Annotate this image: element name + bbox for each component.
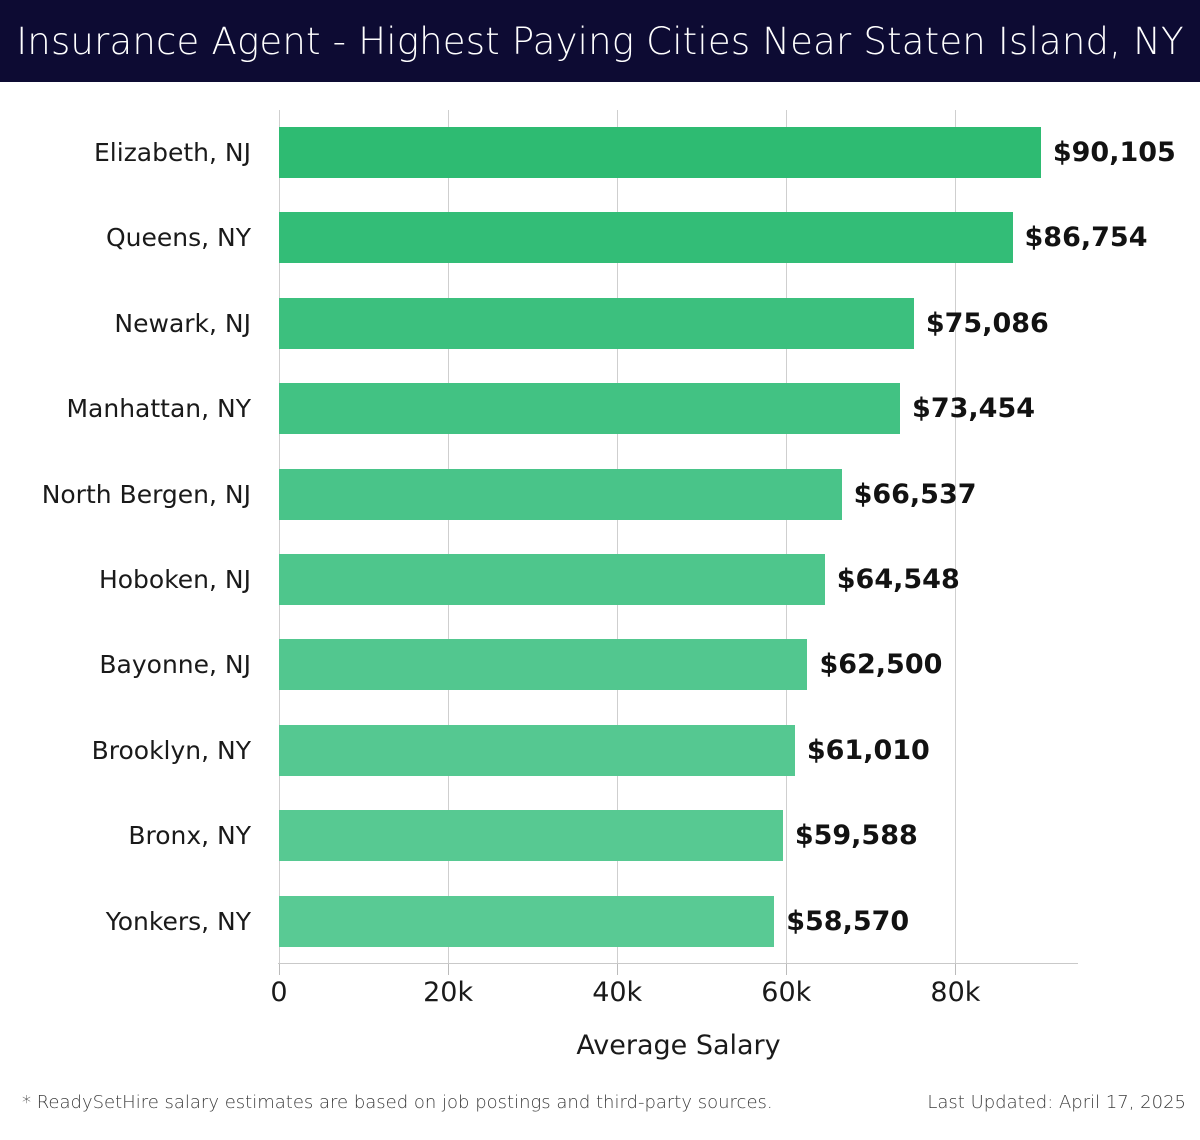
bar[interactable] <box>279 297 914 349</box>
bar-row[interactable]: $90,105 <box>279 110 1176 195</box>
x-axis-line <box>278 963 1078 964</box>
gridline-40k <box>617 110 619 964</box>
bar[interactable] <box>279 810 783 862</box>
bar-value-label: $62,500 <box>819 649 943 681</box>
x-tick-mark <box>279 964 280 975</box>
gridline-20k <box>448 110 450 964</box>
footer-disclaimer: * ReadySetHire salary estimates are base… <box>22 1092 773 1113</box>
bar-row[interactable]: $59,588 <box>279 793 1078 878</box>
bar-row[interactable]: $86,754 <box>279 195 1147 280</box>
gridline-80k <box>955 110 957 964</box>
y-axis-label: Brooklyn, NY <box>91 735 251 765</box>
y-axis-label: Elizabeth, NJ <box>94 138 251 167</box>
x-tick-mark <box>448 964 450 975</box>
bar[interactable] <box>279 383 901 435</box>
bar[interactable] <box>279 895 775 947</box>
x-axis-title: Average Salary <box>576 1030 781 1061</box>
y-axis-label: Bronx, NY <box>128 821 251 851</box>
x-tick-label: 80k <box>930 977 981 1008</box>
bar-value-label: $73,454 <box>912 393 1036 425</box>
bar[interactable] <box>279 127 1041 178</box>
x-axis-ticks: 0 20k 40k 60k 80k <box>0 964 1200 1014</box>
y-axis-label: Yonkers, NY <box>105 906 251 936</box>
x-tick-label: 60k <box>761 977 812 1008</box>
bar-value-label: $90,105 <box>1052 137 1176 168</box>
bar-row[interactable]: $62,500 <box>279 622 1078 707</box>
bar-value-label: $64,548 <box>836 564 960 595</box>
chart-header-bar: Insurance Agent - Highest Paying Cities … <box>0 0 1200 82</box>
bar-value-label: $75,086 <box>925 307 1049 339</box>
bar[interactable] <box>279 468 842 520</box>
bar-row[interactable]: $58,570 <box>279 879 1078 964</box>
x-tick-label: 40k <box>592 977 643 1008</box>
x-tick-label: 0 <box>270 977 288 1008</box>
bar-value-label: $66,537 <box>853 478 977 510</box>
footer: * ReadySetHire salary estimates are base… <box>0 1092 1200 1140</box>
y-axis-label: Bayonne, NJ <box>99 650 251 680</box>
bar-value-label: $61,010 <box>806 734 930 766</box>
x-tick-mark <box>955 964 957 975</box>
bar-value-label: $59,588 <box>794 820 918 852</box>
x-tick-label: 20k <box>423 977 474 1008</box>
footer-last-updated: Last Updated: April 17, 2025 <box>927 1092 1186 1113</box>
x-tick-mark <box>786 964 788 975</box>
bar[interactable] <box>279 639 808 691</box>
chart-container: Elizabeth, NJ Queens, NY Newark, NJ Manhatt… <box>0 82 1200 1140</box>
page-title: Insurance Agent - Highest Paying Cities … <box>16 19 1184 63</box>
bar-row[interactable]: $73,454 <box>279 366 1078 451</box>
bar-row[interactable]: $75,086 <box>279 281 1078 366</box>
y-axis-label: Queens, NY <box>105 223 251 253</box>
gridline-0 <box>279 110 280 964</box>
bar[interactable] <box>279 554 825 605</box>
bar-row[interactable]: $66,537 <box>279 452 1078 537</box>
plot-area: $90,105 $86,754 $75,086 $73,454 $66,537 $64,5… <box>278 110 1176 964</box>
y-axis-label: Manhattan, NY <box>66 394 251 424</box>
y-axis-label: Newark, NJ <box>114 308 251 338</box>
bar[interactable] <box>279 724 795 776</box>
bar-row[interactable]: $61,010 <box>279 708 1078 793</box>
y-axis-category-labels: Elizabeth, NJ Queens, NY Newark, NJ Manhatt… <box>0 110 265 964</box>
bar-value-label: $58,570 <box>786 905 910 937</box>
y-axis-label: North Bergen, NJ <box>41 479 251 509</box>
gridline-60k <box>786 110 788 964</box>
y-axis-label: Hoboken, NJ <box>98 565 251 594</box>
bar[interactable] <box>279 212 1013 264</box>
x-tick-mark <box>617 964 619 975</box>
bar-value-label: $86,754 <box>1024 222 1148 254</box>
bar-row[interactable]: $64,548 <box>279 537 1078 622</box>
